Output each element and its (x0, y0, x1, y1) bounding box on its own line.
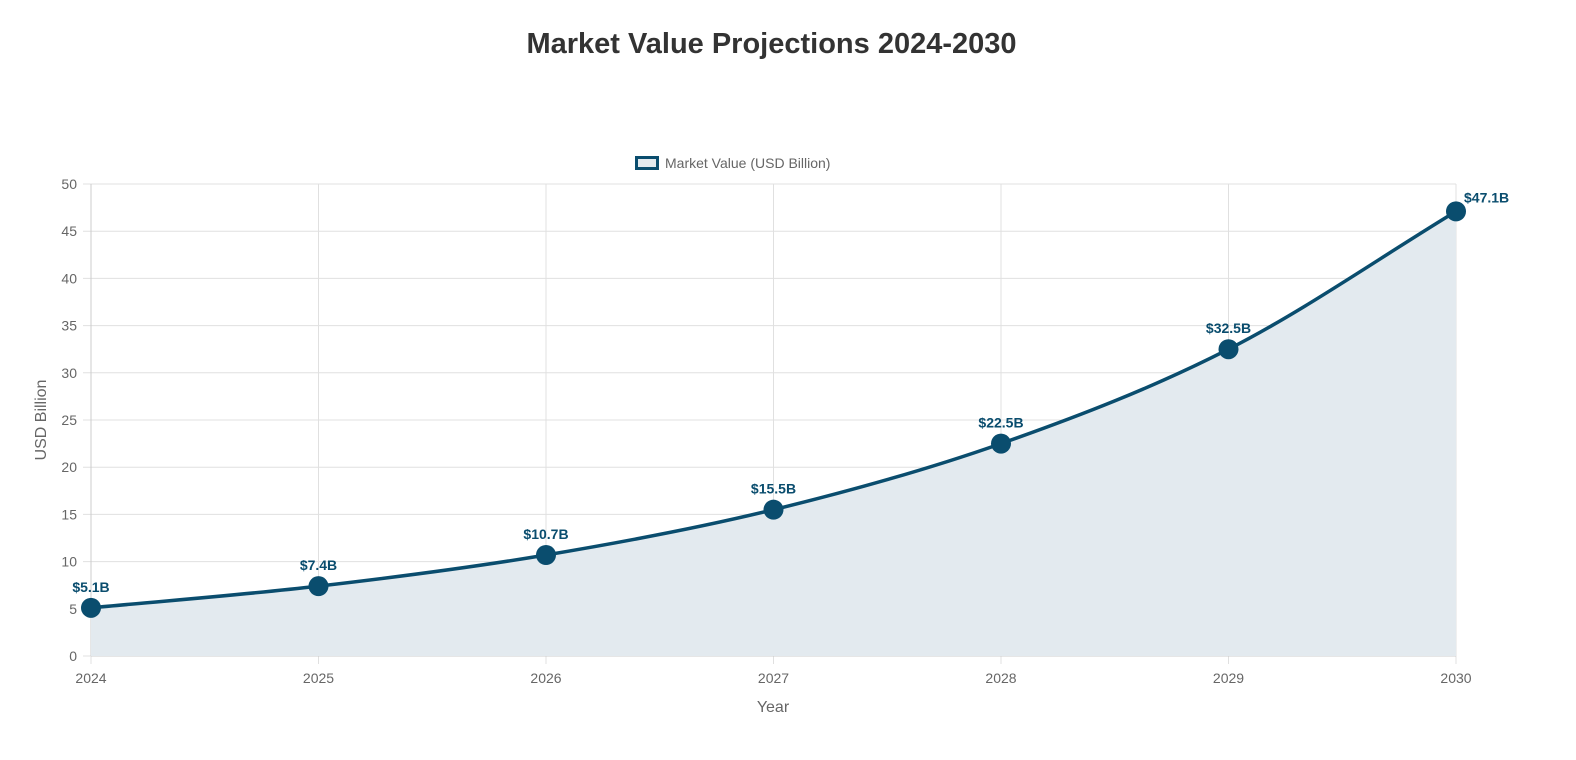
y-tick-label: 40 (61, 270, 77, 286)
y-tick-label: 0 (69, 648, 77, 664)
x-tick-label: 2025 (303, 670, 334, 686)
data-points (81, 201, 1466, 618)
x-tick-label: 2030 (1440, 670, 1471, 686)
y-tick-label: 50 (61, 176, 77, 192)
y-tick-label: 20 (61, 459, 77, 475)
data-point (1218, 339, 1239, 360)
y-tick-label: 15 (61, 506, 77, 522)
data-point (308, 576, 329, 597)
x-axis-title: Year (757, 699, 790, 716)
y-tick-label: 10 (61, 554, 77, 570)
area-fill (91, 211, 1456, 656)
y-tick-label: 25 (61, 412, 77, 428)
y-tick-label: 5 (69, 601, 77, 617)
x-tick-label: 2028 (985, 670, 1016, 686)
data-label: $32.5B (1206, 320, 1251, 336)
y-tick-label: 30 (61, 365, 77, 381)
legend-swatch (635, 156, 659, 170)
data-labels: $5.1B $7.4B $10.7B $15.5B $22.5B $32.5B $47.1B (72, 189, 1509, 594)
x-axis-ticks: 2024 2025 2026 2027 2028 2029 2030 (75, 670, 1471, 686)
data-point (536, 544, 556, 565)
data-point (1446, 201, 1466, 222)
data-label: $22.5B (978, 415, 1023, 431)
x-tick-label: 2027 (758, 670, 789, 686)
data-label: $5.1B (72, 579, 109, 595)
y-axis-title: USD Billion (33, 380, 50, 461)
y-axis-ticks: 0 5 10 15 20 25 30 35 40 45 50 (61, 176, 77, 664)
legend-label: Market Value (USD Billion) (665, 155, 831, 171)
data-label: $7.4B (300, 557, 337, 573)
y-tick-label: 35 (61, 318, 77, 334)
data-label: $10.7B (523, 526, 568, 542)
data-point (81, 597, 101, 618)
y-tick-label: 45 (61, 223, 77, 239)
chart-title: Market Value Projections 2024-2030 (526, 28, 1017, 60)
x-tick-label: 2024 (75, 670, 106, 686)
data-point (991, 433, 1011, 454)
data-point (763, 499, 784, 520)
data-label: $15.5B (751, 481, 796, 497)
data-label: $47.1B (1464, 189, 1509, 205)
legend[interactable]: Market Value (USD Billion) (635, 155, 830, 171)
x-tick-label: 2026 (530, 670, 561, 686)
x-tick-label: 2029 (1213, 670, 1244, 686)
